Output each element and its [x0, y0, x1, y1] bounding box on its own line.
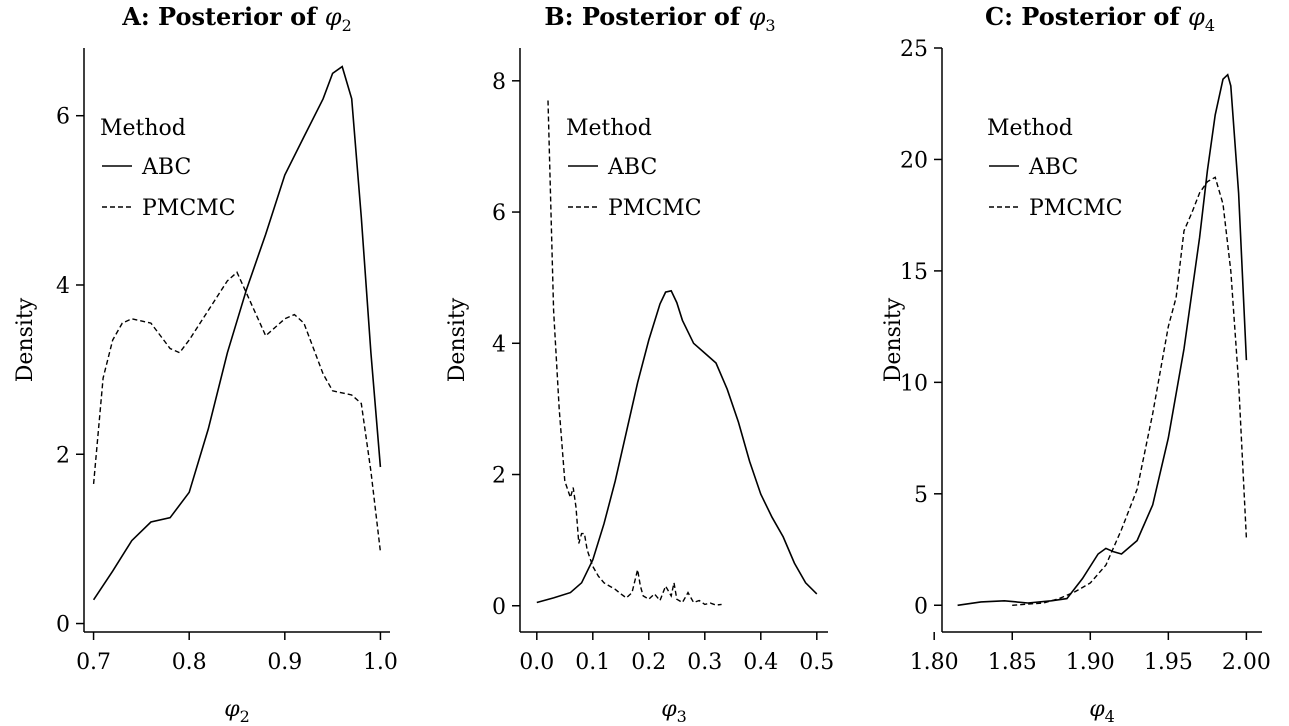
y-tick-label: 20	[900, 148, 928, 173]
series-line-pmcmc	[547, 100, 722, 606]
y-tick-label: 10	[900, 371, 928, 396]
chart-panel-1: A: Posterior of φ20.7 0.8 0.9 1.00246Densit…	[13, 2, 398, 726]
y-axis-label: Density	[445, 297, 470, 382]
legend-label-abc: ABC	[1028, 155, 1078, 180]
y-tick-label: 0	[914, 594, 928, 619]
legend: Method ABC PMCMC	[566, 116, 702, 221]
chart-title-subscript: 3	[765, 16, 775, 35]
y-tick-label: 0	[56, 613, 70, 638]
chart-panel-3: C: Posterior of φ41.80 1.85 1.90 1.95 2.0005…	[881, 2, 1271, 726]
x-axis-label-subscript: 4	[1105, 707, 1115, 726]
x-axis-label: φ3	[661, 697, 687, 726]
x-tick-label: 0.9	[267, 650, 302, 675]
series-line-pmcmc	[92, 271, 382, 552]
x-axis-label-symbol: φ	[224, 697, 240, 722]
legend-label-abc: ABC	[607, 155, 657, 180]
x-axis-label-symbol: φ	[661, 697, 677, 722]
legend-label-pmcmc: PMCMC	[1029, 196, 1123, 221]
x-tick-label: 0.7	[76, 650, 111, 675]
chart-panel-2: B: Posterior of φ30.0 0.1 0.2 0.3 0.4 0.50246…	[445, 2, 834, 726]
y-tick-label: 5	[914, 483, 928, 508]
x-axis-label-symbol: φ	[1089, 697, 1105, 722]
x-tick-label: 0.2	[631, 650, 666, 675]
y-tick-label: 6	[56, 105, 70, 130]
x-tick-label: 0.3	[687, 650, 722, 675]
y-tick-label: 4	[492, 332, 506, 357]
x-tick-label: 1.95	[1144, 650, 1193, 675]
chart-title-subscript: 4	[1205, 16, 1215, 35]
y-tick-label: 2	[492, 464, 506, 489]
chart-title-prefix: B: Posterior of	[544, 2, 748, 31]
series-line-abc	[92, 65, 382, 601]
x-tick-label: 1.90	[1066, 650, 1115, 675]
legend-title: Method	[987, 116, 1073, 141]
chart-title: A: Posterior of φ2	[121, 2, 352, 35]
series-line-pmcmc	[1012, 176, 1248, 606]
y-tick-label: 4	[56, 274, 70, 299]
y-tick-label: 2	[56, 443, 70, 468]
legend-title: Method	[566, 116, 652, 141]
y-tick-label: 8	[492, 70, 506, 95]
legend-label-abc: ABC	[141, 155, 191, 180]
chart-title-prefix: A: Posterior of	[121, 2, 325, 31]
x-tick-label: 0.1	[575, 650, 610, 675]
x-tick-label: 1.0	[363, 650, 398, 675]
x-tick-label: 0.0	[519, 650, 554, 675]
y-tick-label: 15	[900, 260, 928, 285]
x-tick-label: 1.85	[988, 650, 1037, 675]
y-axis-label: Density	[13, 297, 38, 382]
legend: Method ABC PMCMC	[987, 116, 1123, 221]
series-line-abc	[536, 289, 818, 604]
x-axis-label-subscript: 2	[240, 707, 250, 726]
chart-title-subscript: 2	[342, 16, 352, 35]
x-axis-label: φ4	[1089, 697, 1115, 726]
x-tick-label: 0.8	[172, 650, 207, 675]
chart-title-prefix: C: Posterior of	[985, 2, 1188, 31]
x-tick-label: 2.00	[1222, 650, 1271, 675]
legend-label-pmcmc: PMCMC	[608, 196, 702, 221]
x-tick-label: 0.4	[743, 650, 778, 675]
y-tick-label: 25	[900, 37, 928, 62]
x-axis-label-subscript: 3	[677, 707, 687, 726]
y-axis-label: Density	[881, 297, 906, 382]
x-tick-label: 1.80	[910, 650, 959, 675]
chart-title-symbol: φ	[325, 3, 342, 31]
y-tick-label: 0	[492, 595, 506, 620]
y-tick-label: 6	[492, 201, 506, 226]
series-line-abc	[957, 73, 1248, 607]
x-axis-label: φ2	[224, 697, 250, 726]
x-tick-label: 0.5	[799, 650, 834, 675]
chart-title: B: Posterior of φ3	[544, 2, 775, 35]
legend: Method ABC PMCMC	[100, 116, 236, 221]
legend-title: Method	[100, 116, 186, 141]
legend-label-pmcmc: PMCMC	[142, 196, 236, 221]
chart-title-symbol: φ	[749, 3, 766, 31]
chart-title-symbol: φ	[1188, 3, 1205, 31]
chart-title: C: Posterior of φ4	[985, 2, 1215, 35]
